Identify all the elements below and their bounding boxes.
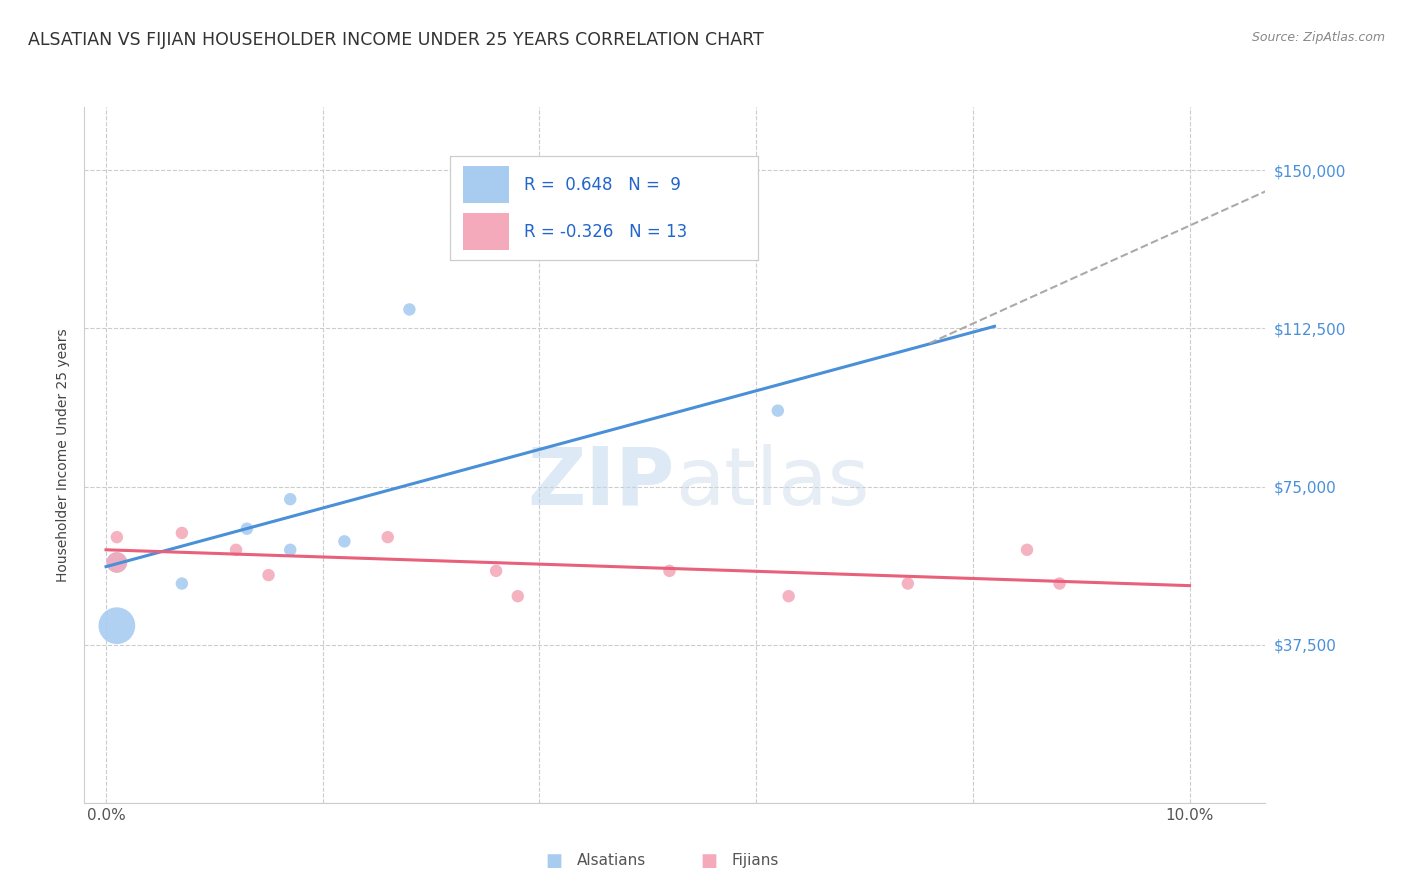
- Point: [1049, 576, 1071, 591]
- Text: ■: ■: [546, 852, 562, 870]
- Text: R =  0.648   N =  9: R = 0.648 N = 9: [524, 176, 681, 194]
- Point: [658, 564, 681, 578]
- Point: [170, 525, 193, 540]
- Text: Alsatians: Alsatians: [576, 854, 645, 868]
- Point: [225, 542, 247, 557]
- Point: [1015, 542, 1038, 557]
- Point: [170, 576, 193, 591]
- Point: [278, 542, 301, 557]
- Point: [236, 522, 259, 536]
- Bar: [463, 213, 509, 250]
- Point: [105, 556, 128, 570]
- Text: ■: ■: [700, 852, 717, 870]
- Point: [105, 556, 128, 570]
- Text: Source: ZipAtlas.com: Source: ZipAtlas.com: [1251, 31, 1385, 45]
- Point: [485, 564, 508, 578]
- Y-axis label: Householder Income Under 25 years: Householder Income Under 25 years: [56, 328, 70, 582]
- Bar: [463, 166, 509, 202]
- Text: atlas: atlas: [675, 443, 869, 522]
- Point: [766, 403, 789, 417]
- Text: Fijians: Fijians: [731, 854, 779, 868]
- Point: [105, 618, 128, 632]
- Point: [506, 589, 529, 603]
- Point: [398, 302, 420, 317]
- Point: [778, 589, 800, 603]
- Text: ZIP: ZIP: [527, 443, 675, 522]
- Text: ALSATIAN VS FIJIAN HOUSEHOLDER INCOME UNDER 25 YEARS CORRELATION CHART: ALSATIAN VS FIJIAN HOUSEHOLDER INCOME UN…: [28, 31, 763, 49]
- Point: [278, 492, 301, 507]
- Point: [257, 568, 280, 582]
- Point: [377, 530, 399, 544]
- Point: [333, 534, 356, 549]
- Text: R = -0.326   N = 13: R = -0.326 N = 13: [524, 223, 688, 241]
- Point: [105, 530, 128, 544]
- Point: [897, 576, 920, 591]
